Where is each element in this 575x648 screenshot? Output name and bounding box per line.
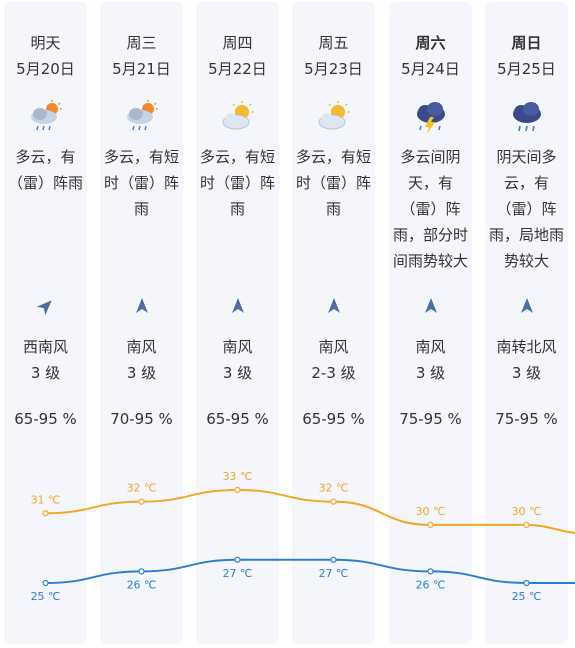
weekday-label: 周四 xyxy=(222,34,253,52)
wind-arrow-icon xyxy=(36,296,56,316)
weather-description: 多云，有 （雷）阵雨 xyxy=(7,148,83,192)
temp-point xyxy=(523,521,530,528)
wind-arrow-icon xyxy=(132,296,152,316)
temp-point xyxy=(138,568,145,575)
low-temp-line xyxy=(45,558,575,584)
high-temp-line xyxy=(45,488,575,534)
humidity-range: 75-95 % xyxy=(399,410,462,428)
weekday-label: 明天 xyxy=(30,34,61,52)
wind-direction: 南风 xyxy=(318,338,349,356)
humidity-range: 65-95 % xyxy=(14,410,77,428)
wind-level: 3 级 xyxy=(222,364,253,382)
wind-level: 3 级 xyxy=(30,364,61,382)
low-temp-label: 27 ℃ xyxy=(223,567,253,580)
date-label: 5月24日 xyxy=(401,60,460,78)
wind-arrow-icon xyxy=(324,296,344,316)
high-temp-label: 30 ℃ xyxy=(512,505,542,518)
humidity-range: 75-95 % xyxy=(495,410,558,428)
wind-direction: 南风 xyxy=(126,338,157,356)
date-label: 5月20日 xyxy=(16,60,75,78)
weekday-label: 周三 xyxy=(126,34,157,52)
wind-arrow-icon xyxy=(517,296,537,316)
cloudy-rain-sun-icon xyxy=(122,100,162,136)
temp-point xyxy=(234,486,241,494)
wind-arrow-icon xyxy=(421,296,441,316)
wind-direction: 南风 xyxy=(222,338,253,356)
temp-point xyxy=(330,498,337,505)
high-temp-label: 32 ℃ xyxy=(319,482,349,495)
date-label: 5月23日 xyxy=(304,60,363,78)
weather-description: 阴天间多 云，有 （雷）阵 雨，局地雨 势较大 xyxy=(488,148,564,270)
date-label: 5月22日 xyxy=(208,60,267,78)
wind-direction: 南风 xyxy=(415,338,446,356)
wind-direction: 南转北风 xyxy=(496,338,557,356)
wind-level: 2-3 级 xyxy=(311,364,356,382)
temp-point xyxy=(234,556,241,563)
weather-description: 多云，有短 时（雷）阵 雨 xyxy=(295,148,371,218)
weather-description: 多云，有短 时（雷）阵 雨 xyxy=(103,148,179,218)
high-temp-label: 30 ℃ xyxy=(416,505,446,518)
partly-cloudy-icon xyxy=(218,100,258,136)
temp-point xyxy=(427,568,434,575)
temp-point xyxy=(42,510,49,517)
temp-point xyxy=(523,579,530,587)
temp-point xyxy=(330,556,337,563)
date-label: 5月25日 xyxy=(497,60,556,78)
low-temp-label: 25 ℃ xyxy=(512,590,542,603)
temp-point xyxy=(427,521,434,528)
low-temp-label: 25 ℃ xyxy=(31,590,61,603)
wind-level: 3 级 xyxy=(126,364,157,382)
low-temp-label: 27 ℃ xyxy=(319,567,349,580)
weekday-label: 周日 xyxy=(511,34,542,52)
high-temp-label: 31 ℃ xyxy=(31,493,61,506)
weekday-label: 周六 xyxy=(415,34,446,52)
high-temp-label: 33 ℃ xyxy=(223,470,253,483)
temp-point xyxy=(138,498,145,505)
low-temp-label: 26 ℃ xyxy=(127,578,157,591)
humidity-range: 70-95 % xyxy=(110,410,173,428)
wind-arrow-icon xyxy=(228,296,248,316)
high-temp-label: 32 ℃ xyxy=(127,482,157,495)
weather-description: 多云，有短 时（雷）阵 雨 xyxy=(199,148,275,218)
rain-cloud-icon xyxy=(507,100,547,136)
weekday-label: 周五 xyxy=(318,34,349,52)
wind-level: 3 级 xyxy=(511,364,542,382)
weather-description: 多云间阴 天，有 （雷）阵 雨，部分时 间雨势较大 xyxy=(392,148,468,270)
humidity-range: 65-95 % xyxy=(206,410,269,428)
thunderstorm-icon xyxy=(411,100,451,136)
cloudy-rain-sun-icon xyxy=(26,100,66,136)
low-temp-label: 26 ℃ xyxy=(416,578,446,591)
temp-point xyxy=(42,579,49,587)
humidity-range: 65-95 % xyxy=(302,410,365,428)
wind-direction: 西南风 xyxy=(22,338,68,356)
date-label: 5月21日 xyxy=(112,60,171,78)
partly-cloudy-icon xyxy=(314,100,354,136)
wind-level: 3 级 xyxy=(415,364,446,382)
